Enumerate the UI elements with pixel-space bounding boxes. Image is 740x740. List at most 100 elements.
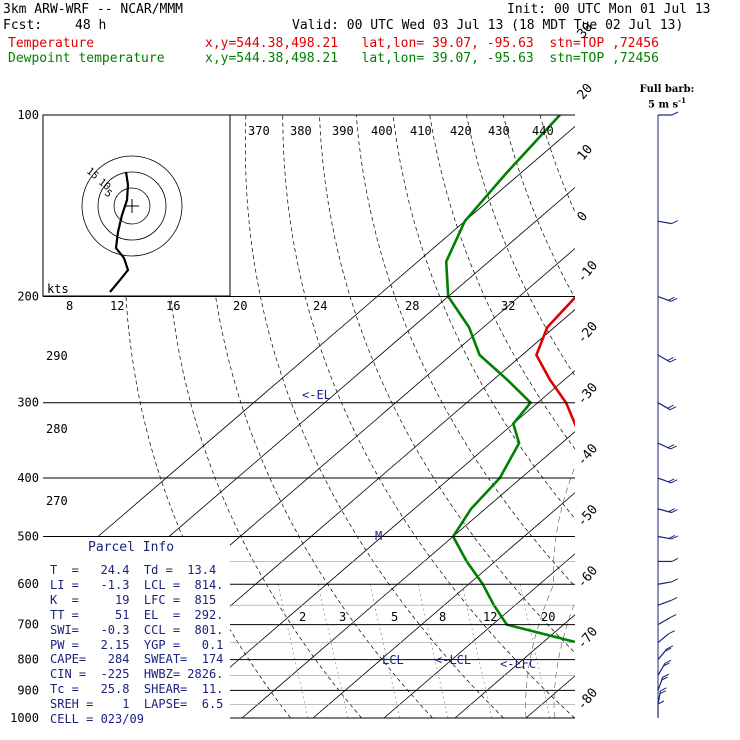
forecast-label: Fcst: [3,18,43,33]
wind-barb-flag [670,297,678,302]
theta-label: 380 [290,124,312,138]
theta-label: 370 [248,124,270,138]
wind-barb-flag [670,596,678,601]
wind-barb [657,581,672,585]
wind-barb-flag [671,509,678,513]
hodograph-speed-label: 16 [166,299,180,313]
wind-barb-flag [664,659,672,664]
parcel-row: CELL = 023/09 [50,712,144,726]
parcel-row: T = 24.4 Td = 13.4 [50,563,217,577]
isotherm-label: -30 [575,380,602,408]
moist-adiabat [668,297,740,719]
model-title: 3km ARW-WRF -- NCAR/MMM [3,2,184,17]
init-time: Init: 00 UTC Mon 01 Jul 13 [507,2,711,17]
isotherm-label: -40 [575,441,602,469]
parcel-row: PW = 2.15 YGP = 0.1 [50,637,224,652]
wind-barb-flag [666,645,674,650]
sounding-annotation: LCL [382,653,404,667]
dry-adiabat [502,115,575,299]
isotherm-label: -60 [575,563,602,591]
hodograph-speed-label: 28 [405,299,419,313]
pressure-label: 900 [17,683,39,697]
parcel-row: CIN = -225 HWBZ= 2826. [50,667,224,682]
wind-barb [657,442,671,450]
wind-barb [657,295,672,302]
hodograph-ring [97,171,167,241]
mixing-ratio-label: 12 [483,610,497,624]
isotherm-label: -10 [575,258,602,286]
mixing-ratio-label: 5 [391,610,398,624]
parcel-row: CAPE= 284 SWEAT= 174 [50,652,224,667]
dry-adiabat [650,115,740,718]
hodograph-ring [81,155,183,257]
wind-barb-flag [667,404,674,409]
wind-barb [657,617,671,626]
mixing-ratio-label: 2 [299,610,306,624]
isotherm-label: -80 [575,686,602,714]
dry-adiabat [282,115,575,718]
sounding-annotation: <-LCL [435,653,471,667]
theta-label: 420 [450,124,472,138]
parcel-row: TT = 51 EL = 292. [50,607,224,622]
wind-barb-flag [668,296,675,301]
dry-adiabat [429,115,575,450]
wind-barb-flag [668,508,675,513]
hodograph-speed-label: 12 [110,299,124,313]
wind-barb [657,477,672,484]
dry-adiabat [724,115,740,718]
wind-barb-flag [664,647,672,652]
wind-barb-flag [670,445,677,450]
wind-barb-flag [659,690,667,695]
wind-barb [657,633,670,644]
isotherm [525,675,575,718]
mixing-ratio-line [519,584,551,718]
dry-adiabat [613,115,740,718]
wind-barb [657,508,672,514]
sounding-annotation: M [375,529,382,543]
wind-barb-flag [671,220,679,225]
wind-barb [657,599,672,606]
wind-barb-flag [667,357,674,361]
hodograph-speed-label: 24 [313,299,327,313]
parcel-row: LI = -1.3 LCL = 814. [50,577,224,592]
isotherm [454,614,575,718]
wind-barb [657,220,672,225]
wind-barb-flag [660,687,667,692]
mixing-ratio-label: 20 [541,610,555,624]
wind-barb-flag [661,676,668,681]
hodograph-trace [109,171,130,293]
mixing-ratio-line [461,584,493,718]
pressure-label: 700 [17,618,39,632]
moist-adiabat [553,601,575,718]
pressure-label: 100 [17,108,39,122]
isotherm [170,370,575,718]
wind-barb [657,677,664,691]
isotherm [668,115,740,718]
moist-adiabat [639,297,740,719]
wind-barb-flag [671,578,679,583]
wind-barb-flag [662,673,670,678]
wind-barb-flag [668,630,675,635]
theta-label-left: 290 [46,349,68,363]
moist-adiabat [525,465,575,718]
dry-adiabat [244,115,504,718]
full-barb-line2: 5 m s [648,99,679,111]
hodograph-speed-label: 32 [501,299,515,313]
wind-barb-flag [669,406,677,411]
wind-barb-flag [671,557,679,562]
isotherm-label: 20 [575,81,597,103]
moist-adiabat [582,297,732,719]
wind-barb-flag [668,478,675,483]
pressure-label: 200 [17,290,39,304]
hodograph-speed-label: 8 [66,299,73,313]
isotherm-label: 30 [575,20,597,42]
hodograph-speed-label: 20 [233,299,247,313]
hodograph-ring [113,187,151,225]
mixing-ratio-line [317,584,349,718]
wind-barb [657,402,671,411]
dry-adiabat [466,115,575,377]
pressure-label: 600 [17,577,39,591]
sounding-annotation: <-EL [302,388,331,402]
